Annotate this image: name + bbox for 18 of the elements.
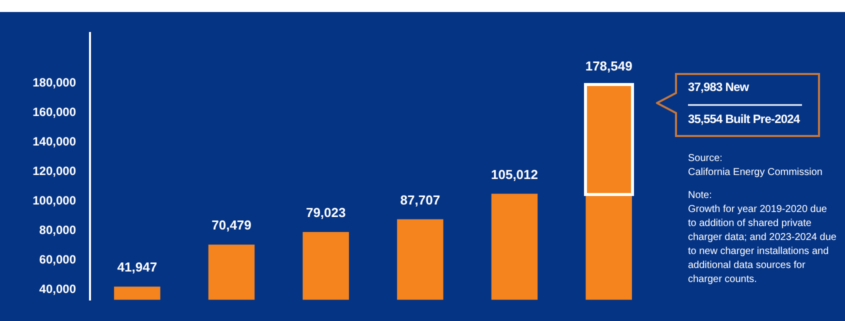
text: 35,554 Built Pre-2024 <box>688 112 800 126</box>
text: Note: Growth for year 2019-2020 due to addition of shared private charger data; and 2023-2024 due to new charger installations and additional data sources for charger counts. <box>688 189 838 287</box>
y-tick-label: 60,000 <box>39 252 76 266</box>
data-label: 79,023 <box>306 205 346 220</box>
data-label: 70,479 <box>212 218 252 233</box>
y-tick-label: 140,000 <box>32 134 76 149</box>
data-label: 105,012 <box>491 166 538 182</box>
text: 37,983 New <box>688 80 749 94</box>
source-note: Source: California Energy Commission <box>688 152 824 180</box>
y-tick-label: 160,000 <box>32 105 76 120</box>
data-label: 41,947 <box>117 260 158 275</box>
y-tick-label: 80,000 <box>39 222 76 237</box>
y-tick-label: 100,000 <box>32 193 76 208</box>
y-tick-label: 120,000 <box>32 164 76 178</box>
total-label: 178,549 <box>585 58 632 74</box>
y-tick-label: 180,000 <box>32 76 76 90</box>
y-tick-label: 40,000 <box>39 282 76 296</box>
data-label: 87,707 <box>400 192 440 208</box>
